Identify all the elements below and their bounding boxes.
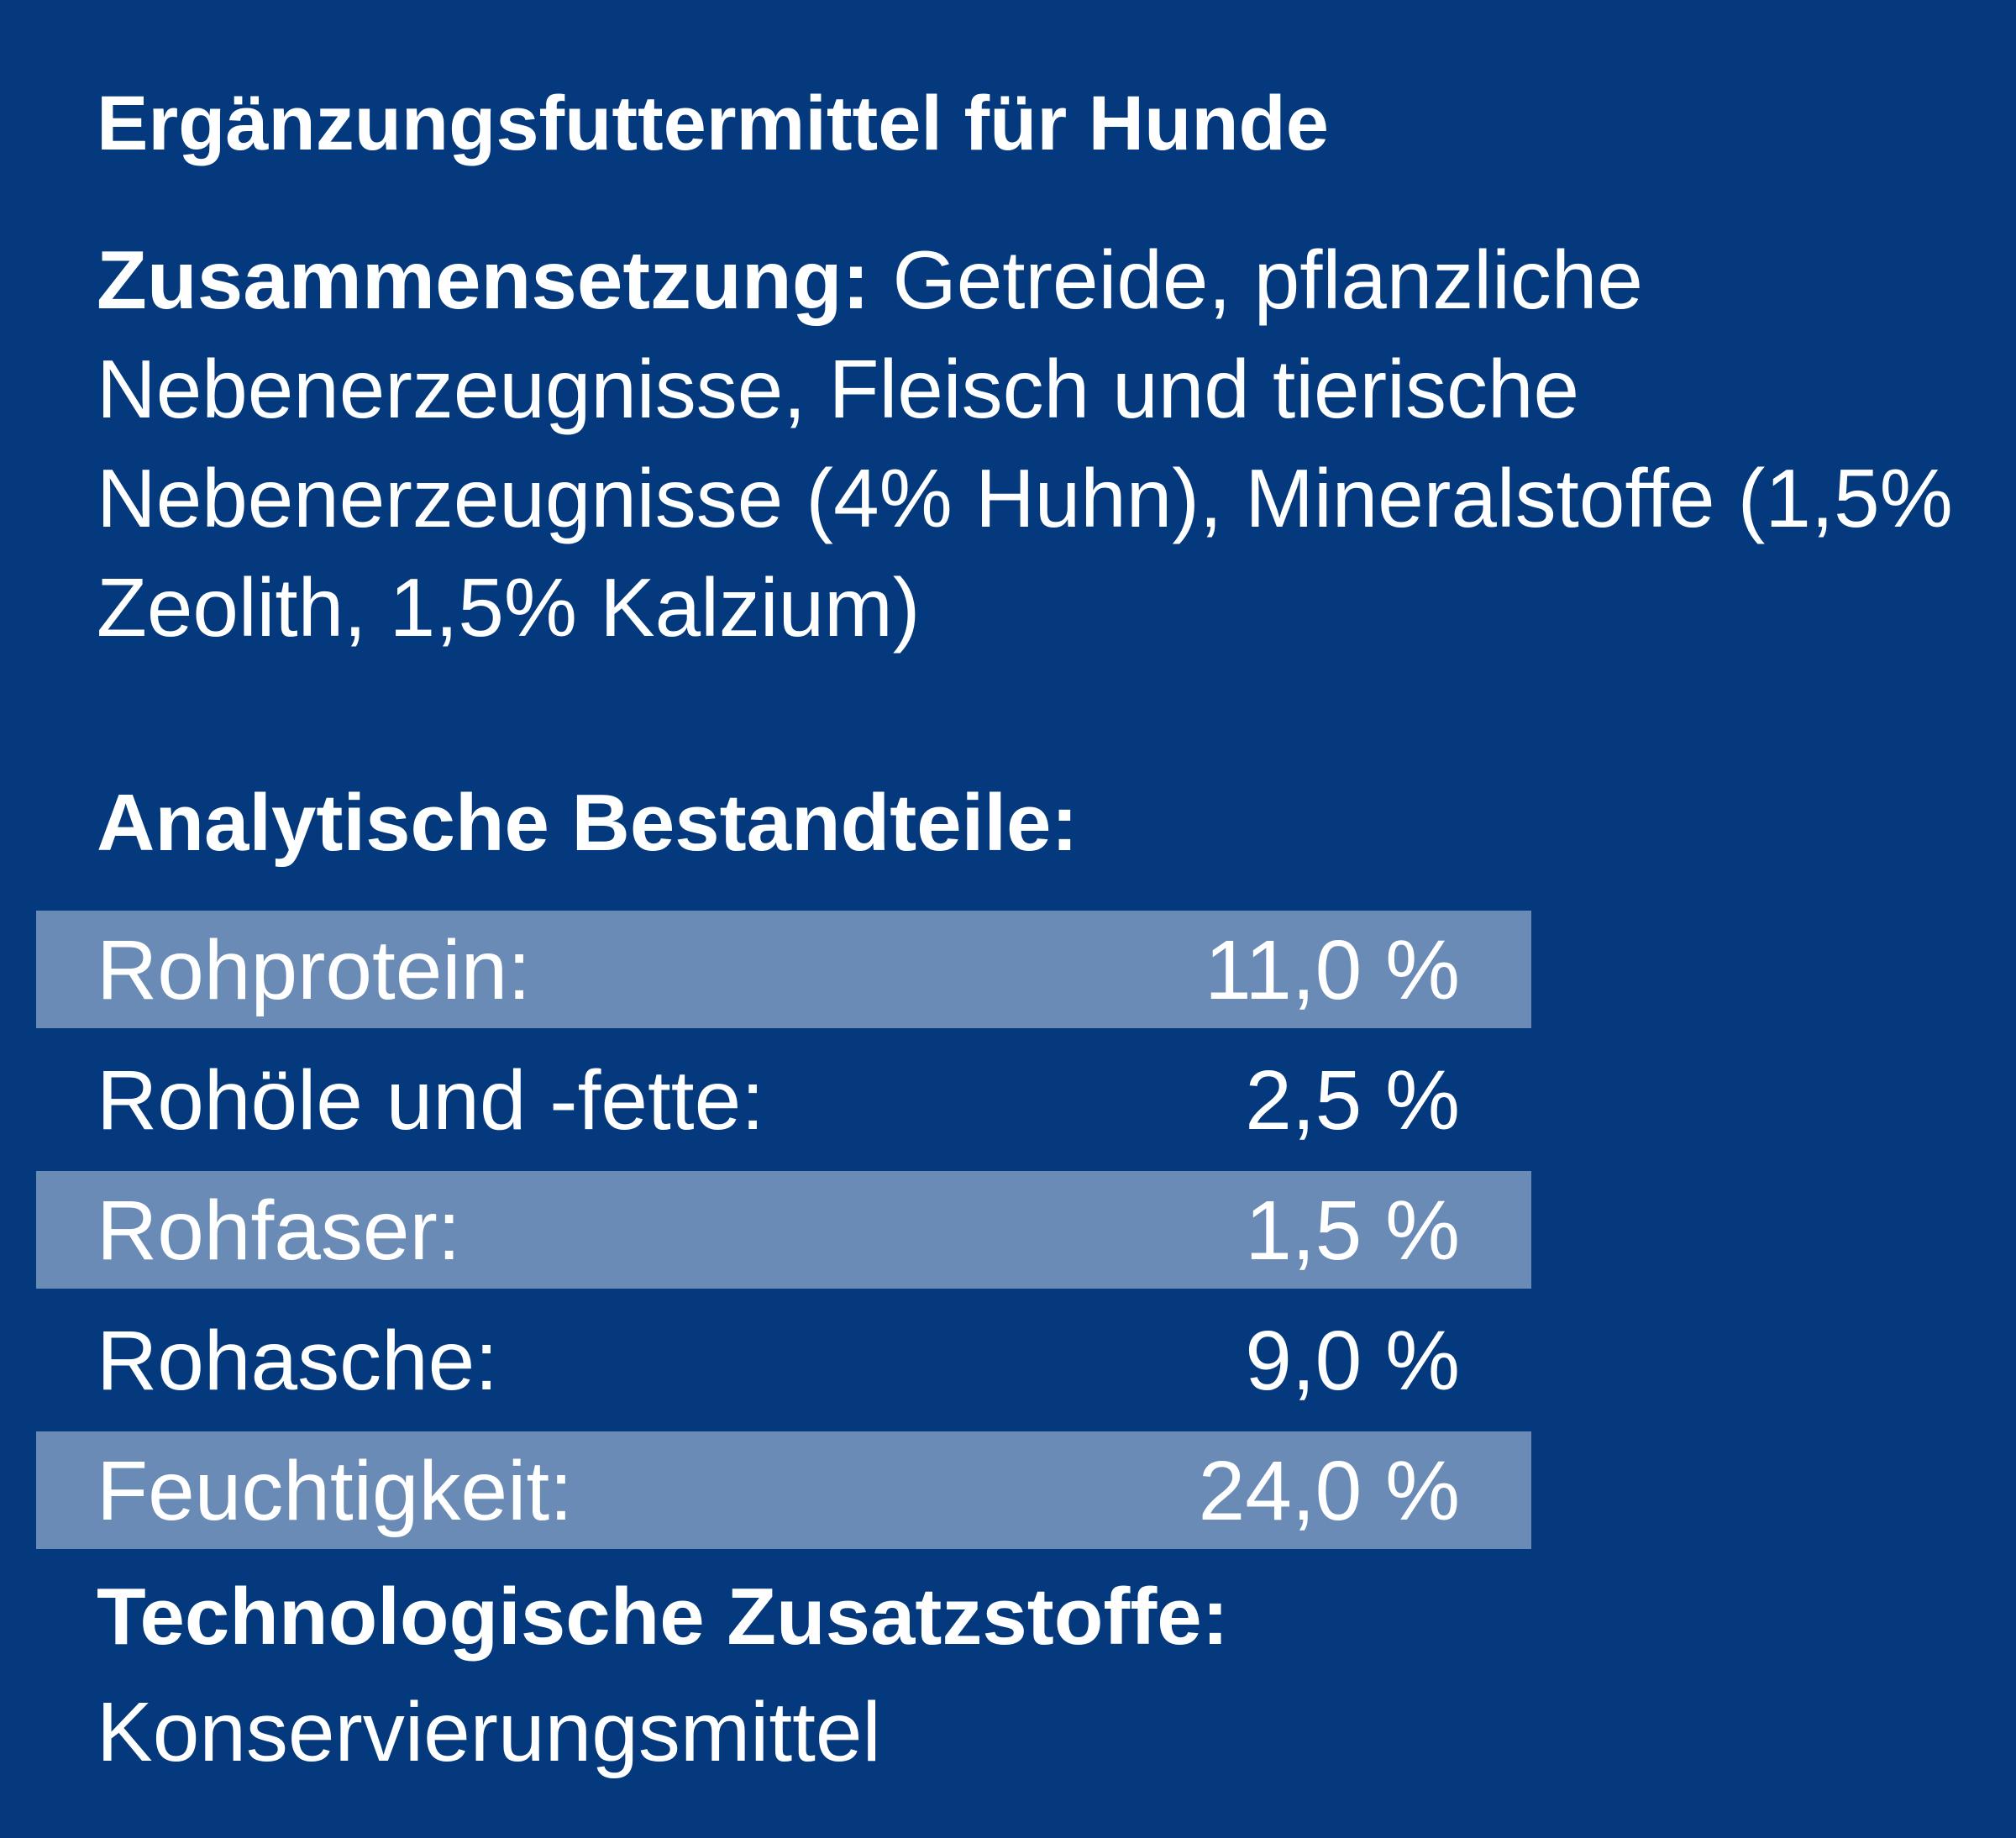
row-value: 24,0 % [1198,1444,1460,1538]
row-label: Rohöle und -fette: [97,1053,764,1147]
row-label: Feuchtigkeit: [97,1444,573,1538]
analysis-row: Rohöle und -fette: 2,5 % [36,1041,1531,1158]
row-value: 2,5 % [1245,1053,1460,1147]
analysis-row: Feuchtigkeit: 24,0 % [36,1431,1531,1549]
analysis-row: Rohasche: 9,0 % [36,1301,1531,1419]
row-label: Rohfaser: [97,1184,461,1278]
composition: Zusammensetzung: Getreide, pflanzliche N… [97,225,1978,662]
additives-text: Konservierungsmittel [97,1685,881,1779]
analysis-row: Rohfaser: 1,5 % [36,1171,1531,1289]
composition-label: Zusammensetzung: [97,234,870,326]
row-label: Rohasche: [97,1314,499,1408]
analysis-heading: Analytische Bestandteile: [97,778,1079,868]
row-value: 9,0 % [1245,1314,1460,1408]
analysis-row: Rohprotein: 11,0 % [36,911,1531,1028]
title: Ergänzungsfuttermittel für Hunde [97,81,1329,166]
composition-text: Getreide, pflanzliche Nebenerzeugnisse, … [97,234,1953,654]
row-value: 11,0 % [1205,923,1460,1017]
additives-heading: Technologische Zusatzstoffe: [97,1572,1229,1662]
row-value: 1,5 % [1245,1184,1460,1278]
row-label: Rohprotein: [97,923,531,1017]
